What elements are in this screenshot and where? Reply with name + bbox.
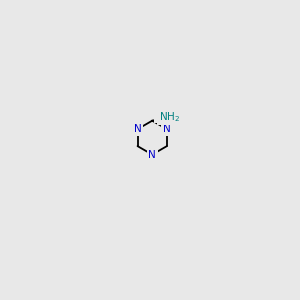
Text: NH$_2$: NH$_2$ [159,110,180,124]
Text: N: N [163,124,171,134]
Text: NH$_2$: NH$_2$ [155,108,177,122]
Text: N: N [148,150,156,160]
Text: N: N [134,124,141,134]
